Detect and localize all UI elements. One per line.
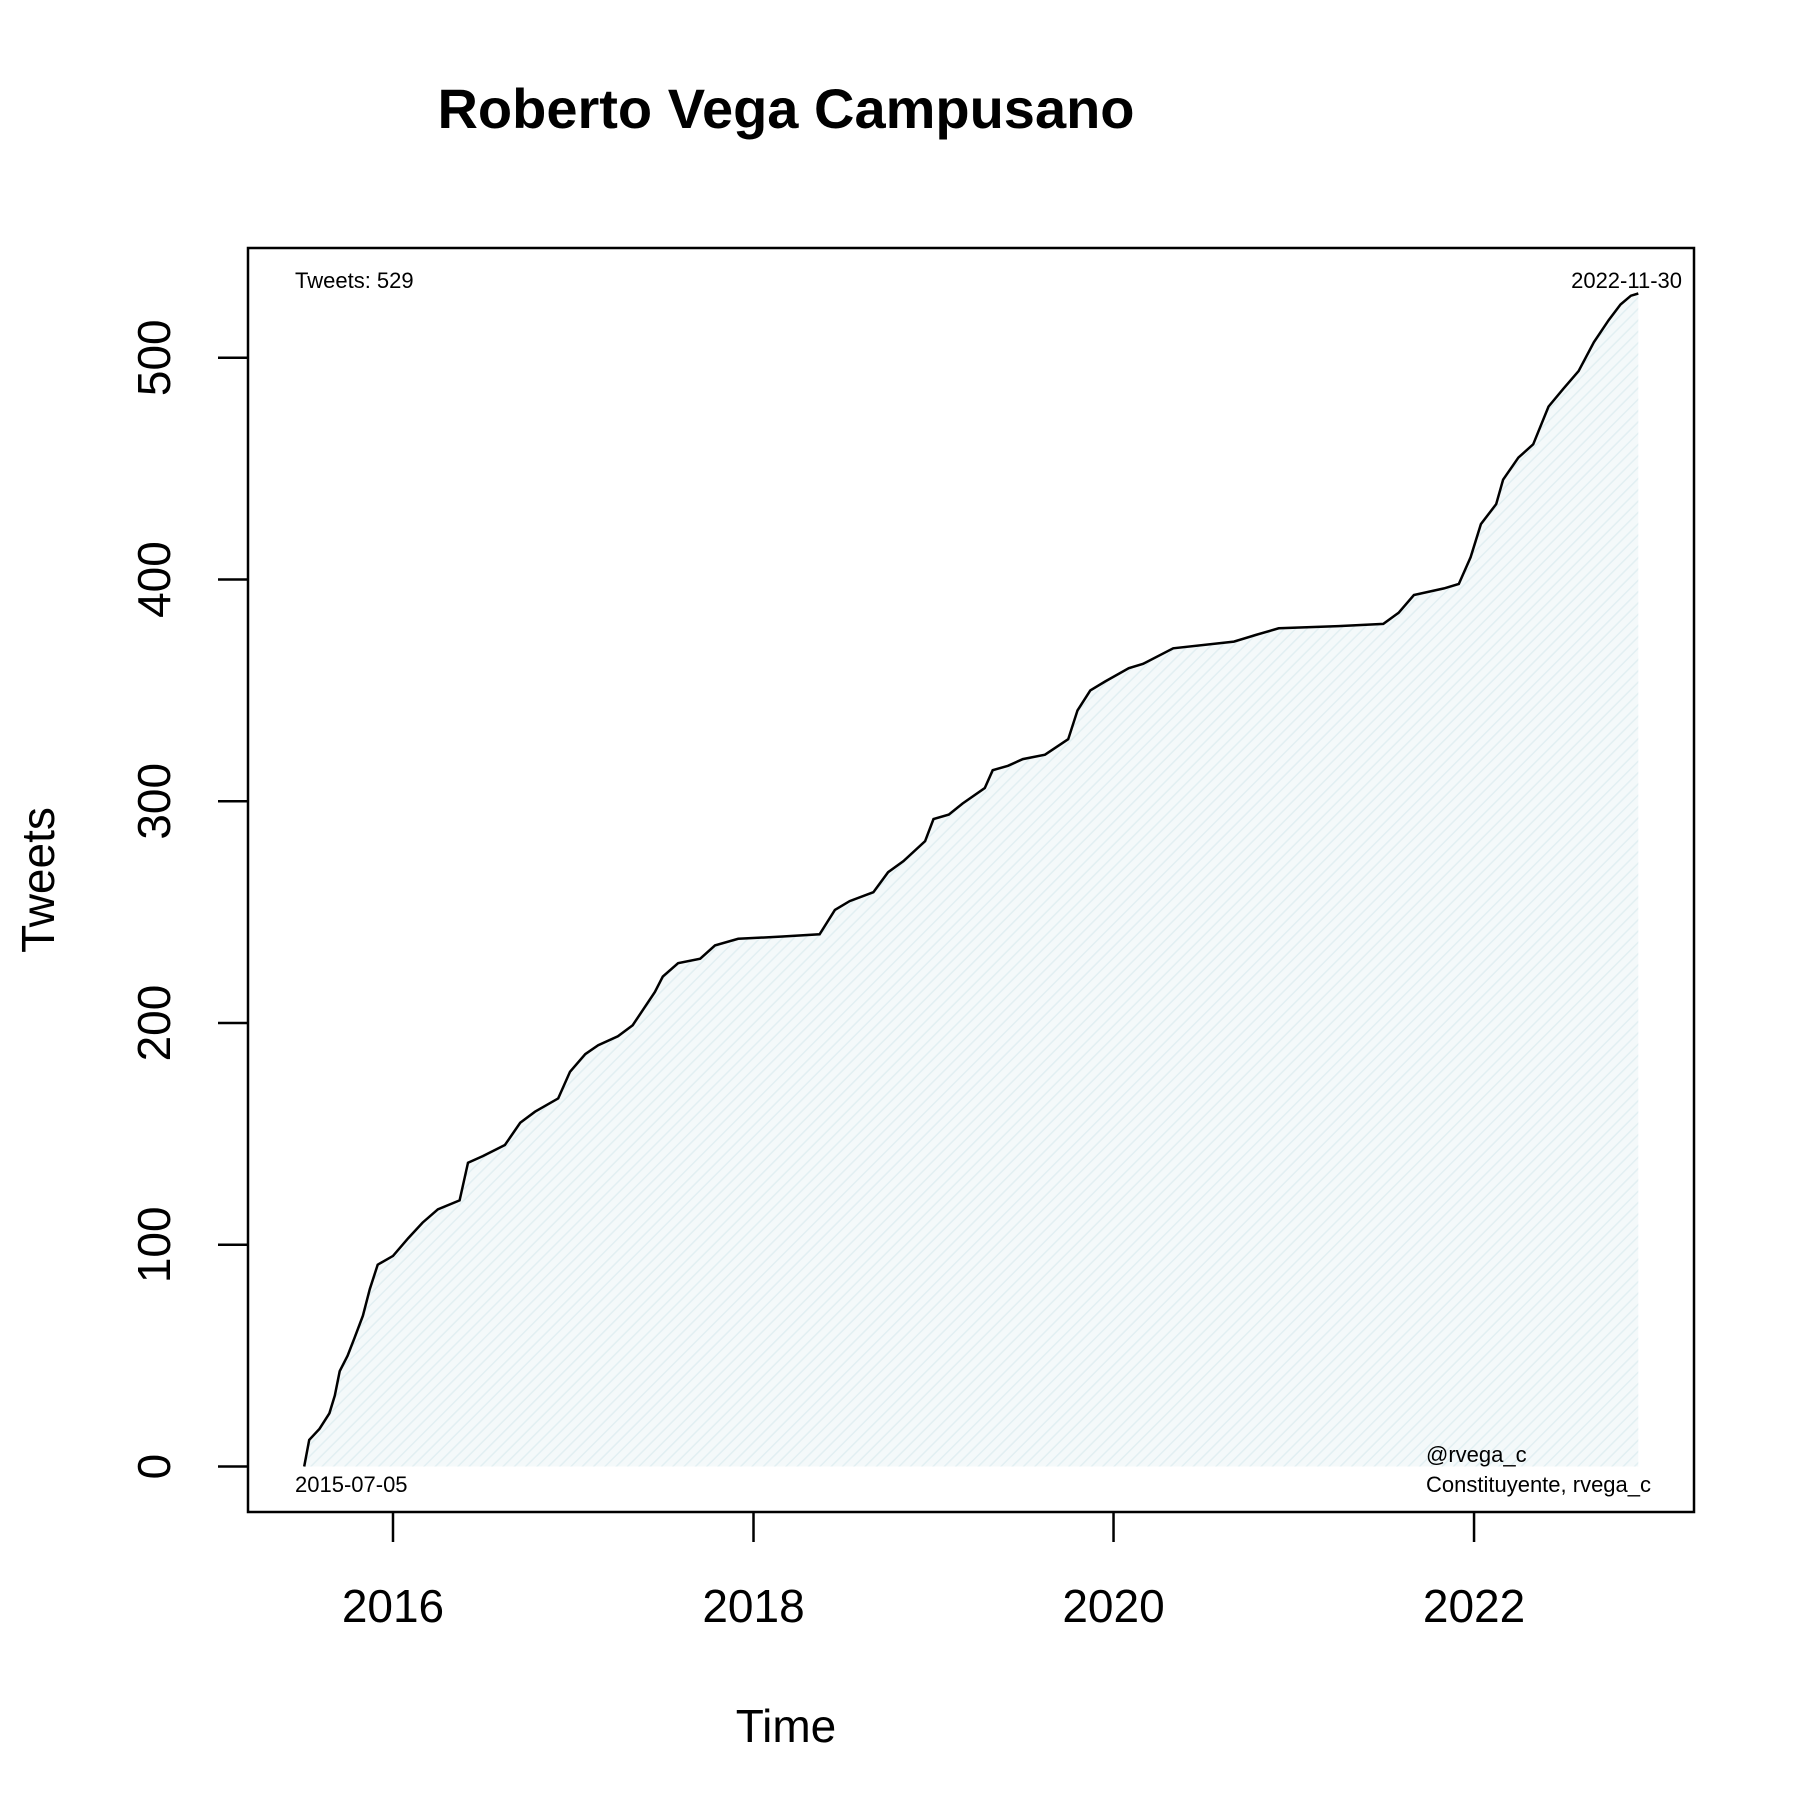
y-axis-label: Tweets [12,807,64,953]
cumulative-tweets-line [302,292,1639,1467]
y-axis: 0 100 200 300 400 500 [128,319,248,1479]
x-tick-label: 2022 [1423,1580,1525,1632]
description-annotation: Constituyente, rvega_c [1426,1472,1651,1497]
tweet-count-annotation: Tweets: 529 [295,268,414,293]
x-tick-label: 2020 [1062,1580,1164,1632]
y-tick-label: 0 [128,1454,180,1480]
handle-annotation: @rvega_c [1426,1442,1527,1467]
plot-area [302,292,1639,1467]
plot-frame [246,246,1696,1514]
x-axis-label: Time [736,1700,837,1752]
chart-title: Roberto Vega Campusano [437,77,1134,140]
x-tick-label: 2016 [342,1580,444,1632]
end-date-annotation: 2022-11-30 [1571,268,1682,293]
y-tick-label: 300 [128,763,180,840]
y-tick-label: 200 [128,985,180,1062]
start-date-annotation: 2015-07-05 [295,1472,408,1497]
x-axis: 2016 2018 2020 2022 [342,1512,1525,1632]
y-tick-label: 100 [128,1206,180,1283]
x-tick-label: 2018 [702,1580,804,1632]
cumulative-area-fill [304,293,1639,1467]
y-tick-label: 400 [128,541,180,618]
y-tick-label: 500 [128,319,180,396]
